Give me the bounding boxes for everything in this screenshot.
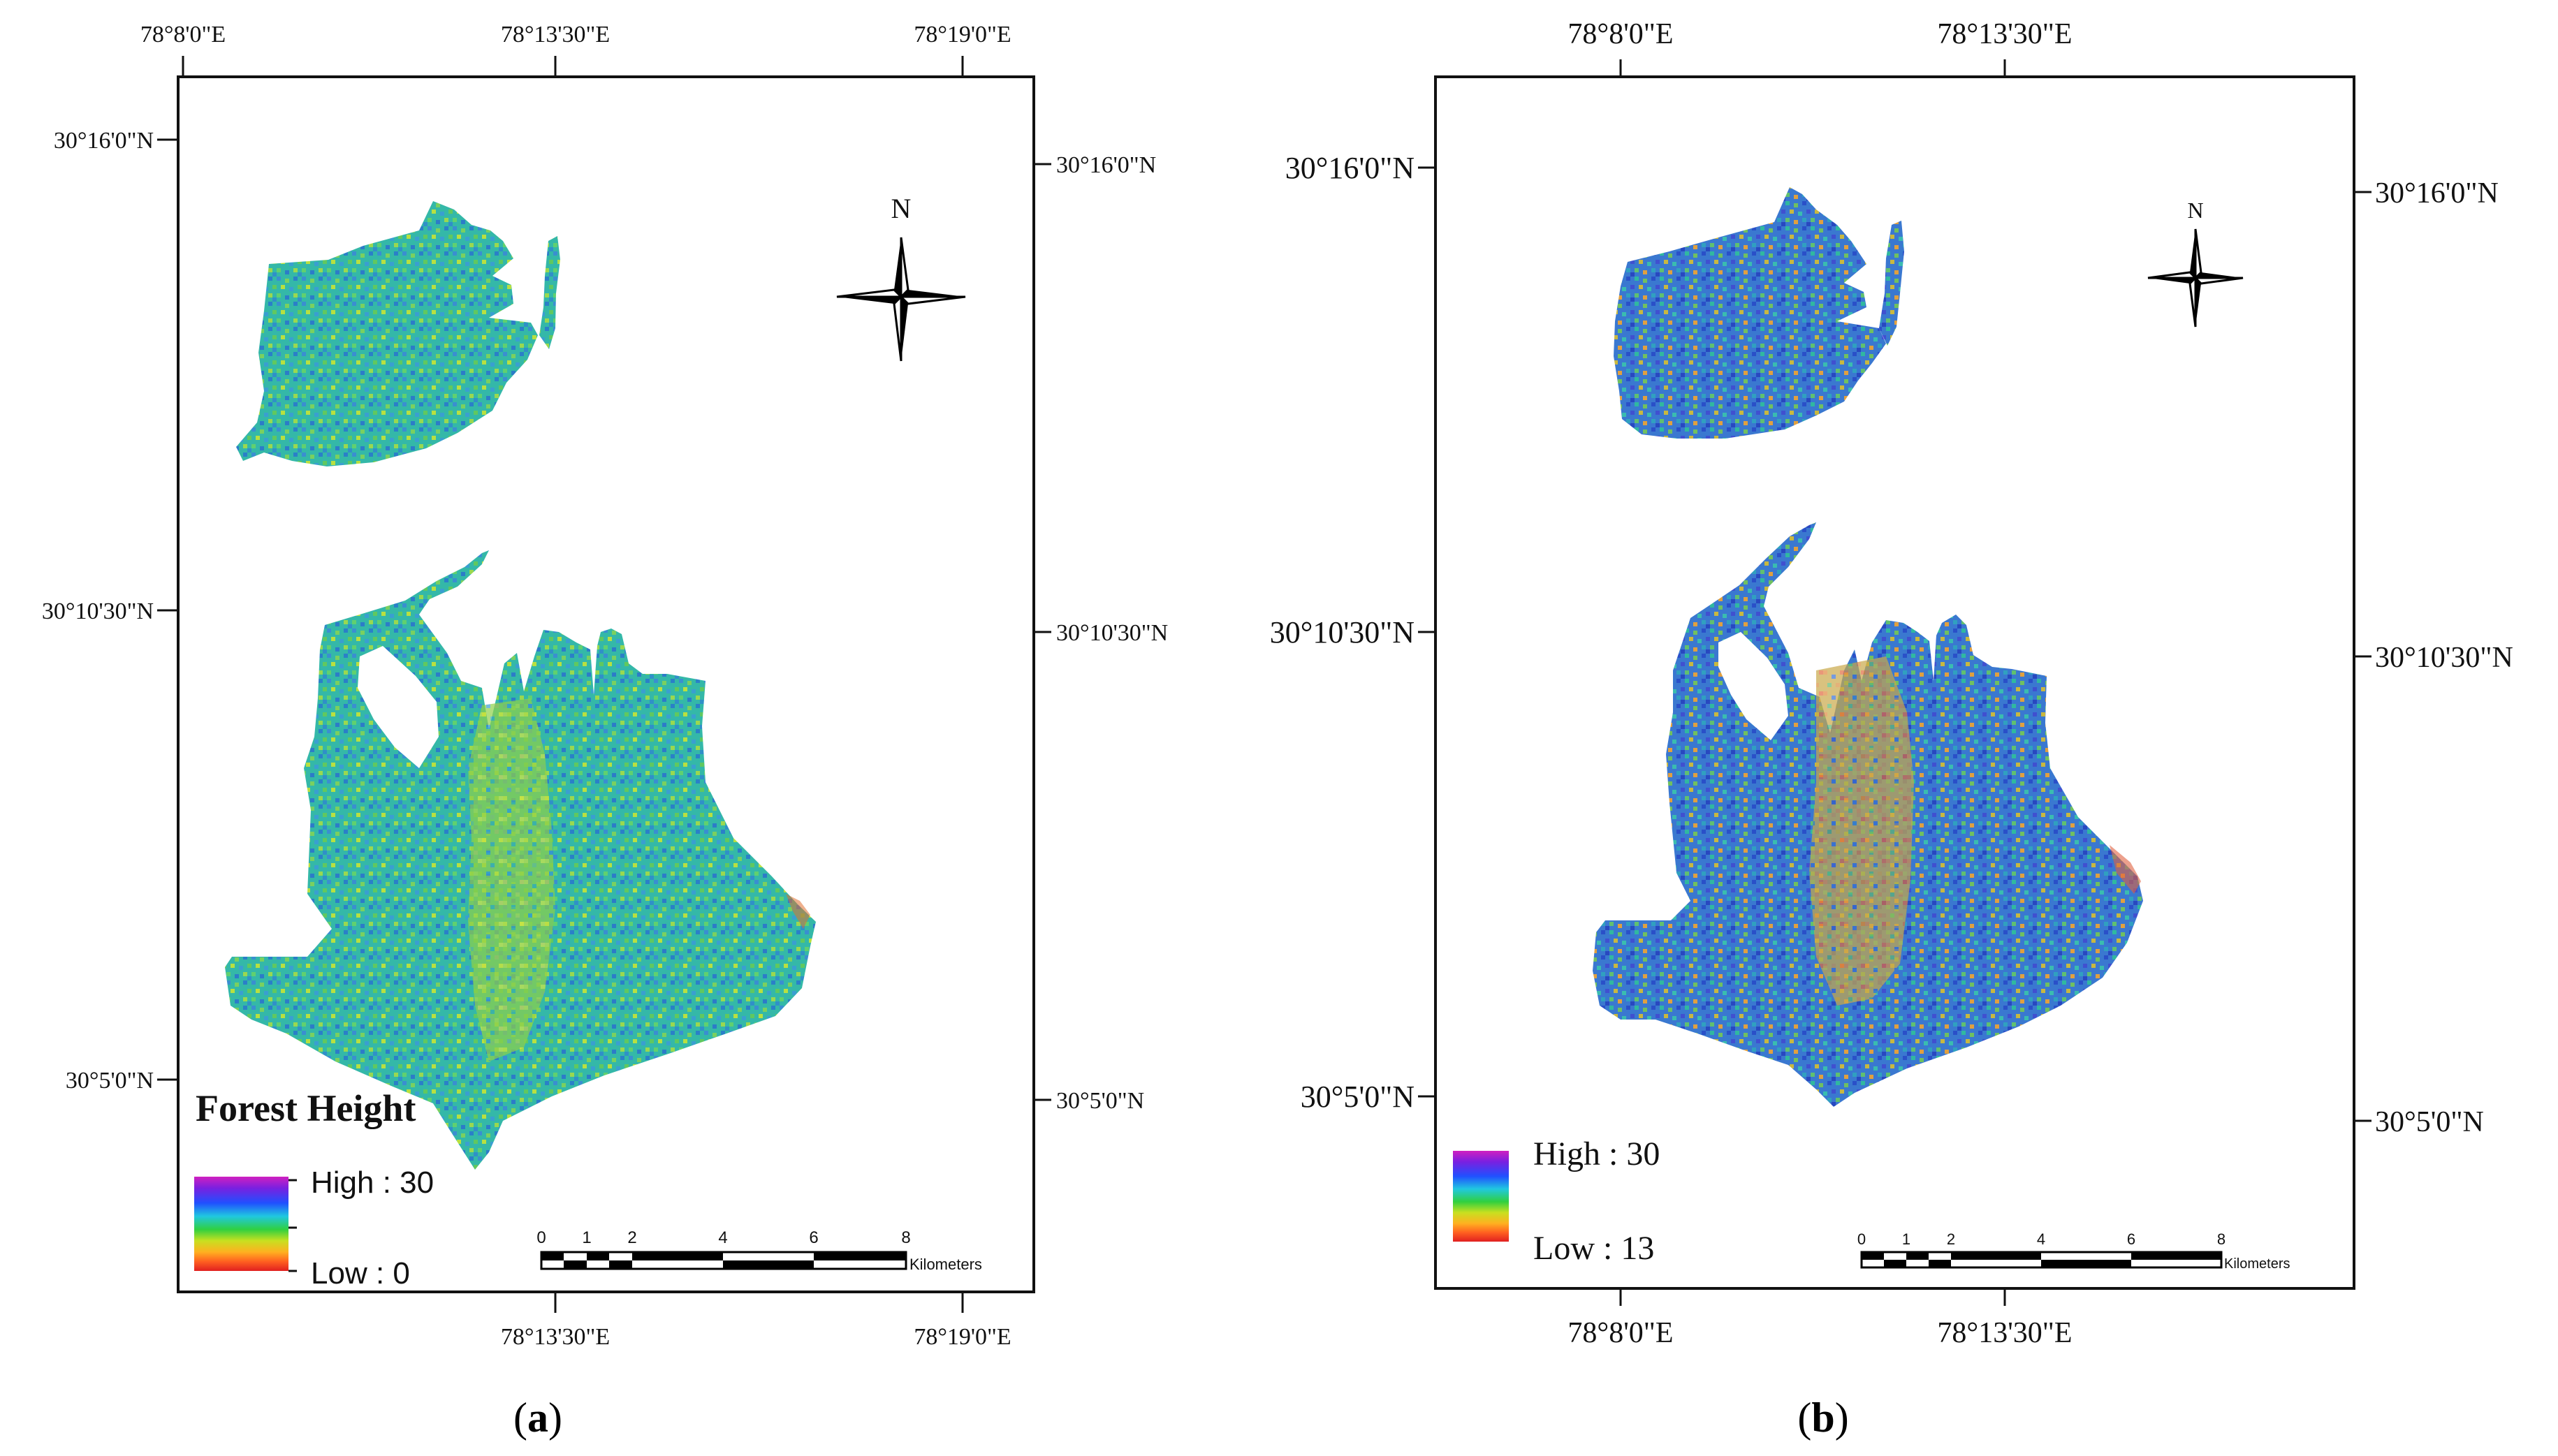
scale-tick-a-4: 6 [809,1228,818,1247]
forest-core-south-a [468,698,555,1061]
legend-low-b: Low : 13 [1533,1230,1654,1267]
left-coord-b-2: 30°10'30"N [1270,615,1415,649]
top-coord-a-2: 78°13'30"E [501,22,610,47]
graticule-ticks-b [1418,59,2371,1306]
right-coord-b-2: 30°10'30"N [2375,642,2513,674]
forest-core-south-b [1809,656,1914,1006]
bottom-coord-b-1: 78°8'0"E [1567,1317,1673,1349]
right-coord-b-1: 30°16'0"N [2375,177,2499,209]
north-label-a: N [891,193,912,224]
legend-low-a: Low : 0 [311,1256,410,1290]
north-label-b: N [2187,198,2203,223]
legend-color-ramp-a [194,1177,288,1271]
right-coord-a-1: 30°16'0"N [1056,152,1156,178]
legend-color-ramp-b [1453,1151,1509,1242]
north-arrow-a [836,237,966,362]
panel-a: 78°8'0"E 78°13'30"E 78°19'0"E 78°13'30"E… [42,22,1168,1441]
legend-high-b: High : 30 [1533,1135,1660,1172]
scale-unit-a: Kilometers [909,1256,982,1273]
scale-bar-a [540,1251,907,1270]
forest-edge-east-b [2110,845,2141,894]
forest-island-north-b [1879,221,1904,346]
panel-caption-a: (a) [513,1395,562,1441]
scale-tick-a-2: 2 [627,1228,636,1247]
right-coord-b-3: 30°5'0"N [2375,1106,2484,1138]
bottom-coord-a-1: 78°13'30"E [501,1324,610,1350]
left-coord-b-1: 30°16'0"N [1285,151,1415,185]
scale-unit-b: Kilometers [2224,1256,2290,1272]
scale-tick-a-0: 0 [536,1228,546,1247]
forest-region-north-a [236,201,538,466]
right-coord-a-3: 30°5'0"N [1056,1088,1144,1114]
scale-tick-b-5: 8 [2217,1230,2226,1248]
forest-island-north-a [539,236,560,349]
top-coord-a-3: 78°19'0"E [914,22,1011,47]
top-coord-b-2: 78°13'30"E [1937,18,2072,50]
left-coord-b-3: 30°5'0"N [1301,1080,1415,1114]
legend-title-a: Forest Height [196,1087,416,1129]
left-coord-a-2: 30°10'30"N [42,598,154,624]
non-forest-hole-b [1718,632,1788,740]
forest-edge-east-a [786,894,810,929]
scale-tick-b-2: 2 [1947,1230,1955,1248]
scale-tick-b-3: 4 [2037,1230,2045,1248]
top-coord-a-1: 78°8'0"E [140,22,226,47]
bottom-coord-a-2: 78°19'0"E [914,1324,1011,1350]
scale-tick-b-4: 6 [2127,1230,2135,1248]
panel-b: 78°8'0"E 78°13'30"E 78°8'0"E 78°13'30"E … [1270,18,2513,1441]
top-coord-b-1: 78°8'0"E [1567,18,1673,50]
scale-tick-a-1: 1 [582,1228,591,1247]
north-arrow-b [2147,228,2244,328]
scale-bar-b [1860,1251,2223,1269]
scale-tick-a-3: 4 [718,1228,727,1247]
legend-high-a: High : 30 [311,1165,434,1200]
left-coord-a-3: 30°5'0"N [66,1068,154,1094]
bottom-coord-b-2: 78°13'30"E [1937,1317,2072,1349]
left-coord-a-1: 30°16'0"N [54,128,154,154]
non-forest-hole-a [358,646,439,768]
right-coord-a-2: 30°10'30"N [1056,620,1168,646]
scale-tick-b-1: 1 [1902,1230,1910,1248]
panel-caption-b: (b) [1797,1395,1848,1441]
scale-tick-b-0: 0 [1857,1230,1866,1248]
scale-tick-a-5: 8 [901,1228,910,1247]
graticule-ticks-a [157,56,1051,1313]
forest-region-north-b [1614,187,1886,439]
